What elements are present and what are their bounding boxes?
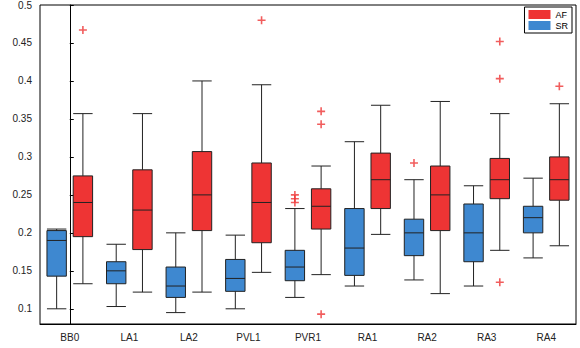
svg-text:RA3: RA3 [477,332,497,343]
svg-text:BB0: BB0 [60,332,79,343]
svg-text:0.3: 0.3 [18,151,32,162]
svg-text:PVR1: PVR1 [295,332,322,343]
svg-text:0.25: 0.25 [13,189,33,200]
svg-text:RA1: RA1 [358,332,378,343]
svg-text:AF: AF [555,10,567,20]
svg-text:SR: SR [555,21,568,31]
svg-text:RA4: RA4 [536,332,556,343]
svg-text:0.1: 0.1 [18,303,32,314]
svg-text:LA1: LA1 [120,332,138,343]
svg-text:0.2: 0.2 [18,227,32,238]
svg-text:0.4: 0.4 [18,75,32,86]
svg-text:0.5: 0.5 [18,0,32,11]
svg-text:RA2: RA2 [417,332,437,343]
svg-text:PVL1: PVL1 [236,332,261,343]
svg-text:0.45: 0.45 [13,37,33,48]
svg-text:0.35: 0.35 [13,113,33,124]
svg-text:LA2: LA2 [180,332,198,343]
svg-text:0.15: 0.15 [13,265,33,276]
